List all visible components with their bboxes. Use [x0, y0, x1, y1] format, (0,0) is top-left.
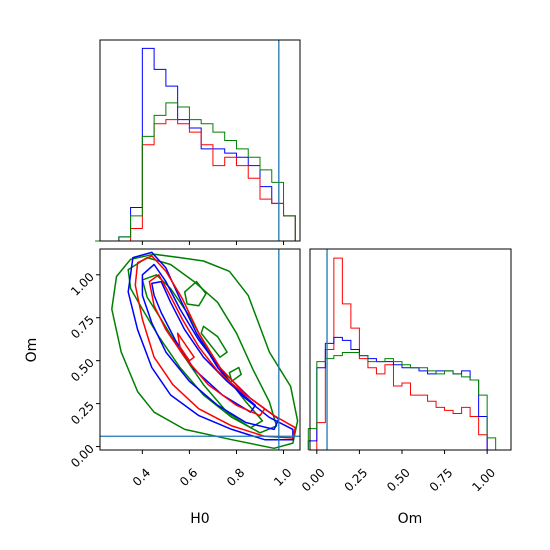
- om-x-tick-label: 0.50: [384, 466, 413, 495]
- joint-contour-panel: 0.4 0.6 0.8 1.0 0.00 0.25 0.50 0.75 1.00: [68, 248, 301, 489]
- joint-contours: [100, 249, 300, 450]
- om-x-tick-label: 1.00: [469, 466, 498, 495]
- h0-hist-blue: [95, 47, 296, 242]
- contour-green-3: [200, 325, 228, 358]
- joint-x-tick-label: 0.6: [177, 466, 200, 489]
- contour-red-9: [134, 255, 297, 439]
- om-x-tick-label: 0.25: [342, 466, 371, 495]
- om-histogram-panel: 0.00 0.25 0.50 0.75 1.00: [299, 248, 512, 495]
- contour-green-4: [228, 366, 242, 383]
- h0-histogram-panel: [95, 39, 301, 245]
- om-hist-frame: [309, 248, 512, 451]
- y-axis-label-om: Om: [24, 338, 40, 363]
- joint-x-tick-label: 1.0: [271, 466, 294, 489]
- om-x-tick-label: 0.75: [427, 466, 456, 495]
- joint-x-tick-label: 0.4: [130, 466, 153, 489]
- joint-y-tick-label: 0.00: [68, 442, 97, 471]
- contour-blue-8: [151, 280, 257, 413]
- om-x-tick-label: 0.00: [299, 466, 328, 495]
- contour-red-11: [176, 332, 195, 362]
- contour-green-2: [141, 274, 264, 429]
- contour-green-5: [183, 280, 207, 307]
- om-hist-green: [307, 352, 505, 451]
- contour-blue-7: [141, 263, 280, 431]
- joint-y-tick-label: 0.25: [68, 399, 97, 428]
- joint-x-tick-label: 0.8: [224, 466, 247, 489]
- joint-frame: [99, 248, 301, 451]
- contour-blue-6: [127, 251, 294, 441]
- h0-hist-red: [95, 119, 296, 242]
- om-hist-red: [308, 257, 505, 451]
- joint-y-tick-label: 0.75: [68, 313, 97, 342]
- h0-hist-green: [95, 102, 296, 242]
- joint-y-tick-label: 1.00: [68, 270, 97, 299]
- h0-hist-frame: [99, 39, 301, 242]
- contour-green-0: [111, 253, 299, 450]
- x-axis-label-om: Om: [398, 511, 423, 527]
- contour-red-10: [148, 274, 266, 417]
- x-axis-label-h0: H0: [190, 511, 209, 527]
- om-hist-blue: [307, 336, 505, 451]
- joint-y-tick-label: 0.50: [68, 356, 97, 385]
